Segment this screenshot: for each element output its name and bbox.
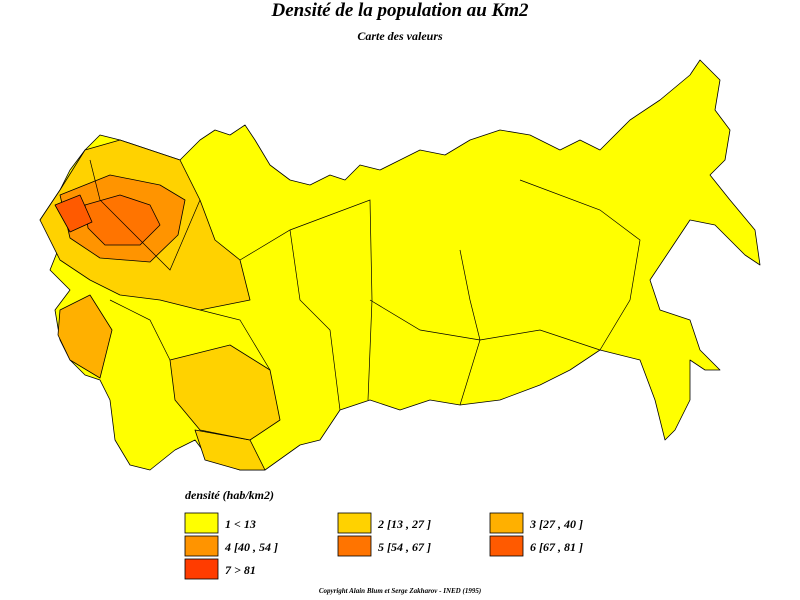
border	[519, 179, 641, 351]
region	[54, 194, 93, 233]
region	[57, 294, 113, 379]
legend-swatch	[489, 535, 524, 557]
border	[89, 159, 201, 271]
legend-swatch	[337, 512, 372, 534]
copyright: Copyright Alain Blum et Serge Zakharov -…	[319, 587, 481, 595]
map	[39, 59, 761, 471]
legend-swatch	[337, 535, 372, 557]
legend-label: 7 > 81	[225, 563, 256, 577]
border	[239, 199, 373, 401]
legend: 1 < 13 2 [13 , 27 ] 3 [27 , 40 ] 4 [40 , 54…	[184, 512, 583, 580]
legend-label: 1 < 13	[225, 517, 256, 531]
legend-label: 6 [67 , 81 ]	[530, 540, 583, 554]
region	[84, 194, 161, 246]
legend-title: densité (hab/km2)	[185, 488, 274, 502]
legend-label: 2 [13 , 27 ]	[377, 517, 431, 531]
border	[459, 249, 481, 406]
legend-label: 4 [40 , 54 ]	[224, 540, 278, 554]
border	[289, 229, 341, 411]
map-subtitle: Carte des valeurs	[357, 29, 443, 43]
legend-label: 3 [27 , 40 ]	[529, 517, 583, 531]
border	[199, 309, 271, 371]
border	[369, 299, 601, 351]
legend-swatch	[489, 512, 524, 534]
legend-label: 5 [54 , 67 ]	[378, 540, 431, 554]
map-title: Densité de la population au Km2	[270, 0, 529, 21]
legend-swatch	[184, 535, 219, 557]
border	[109, 299, 171, 361]
region	[169, 344, 281, 441]
legend-swatch	[184, 512, 219, 534]
legend-swatch	[184, 558, 219, 580]
